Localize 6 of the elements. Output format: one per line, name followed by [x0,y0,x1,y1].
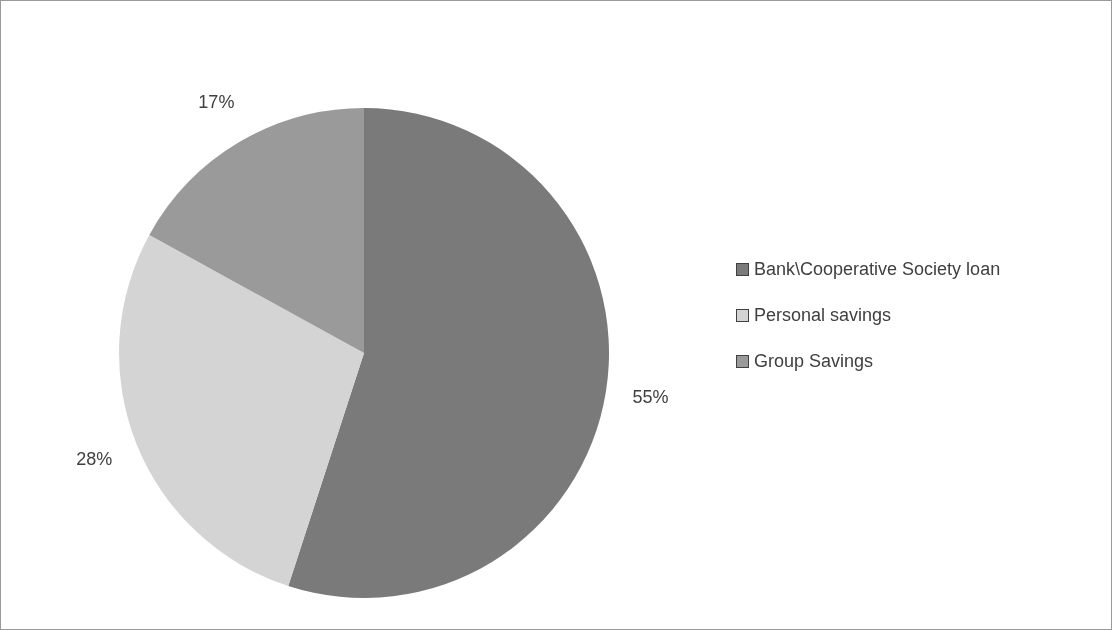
legend-label: Bank\Cooperative Society loan [754,259,1001,280]
data-label: 28% [76,448,113,469]
legend-label: Personal savings [754,305,892,326]
legend-label: Group Savings [754,351,874,372]
data-label: 55% [632,387,669,408]
data-label: 17% [198,92,235,113]
